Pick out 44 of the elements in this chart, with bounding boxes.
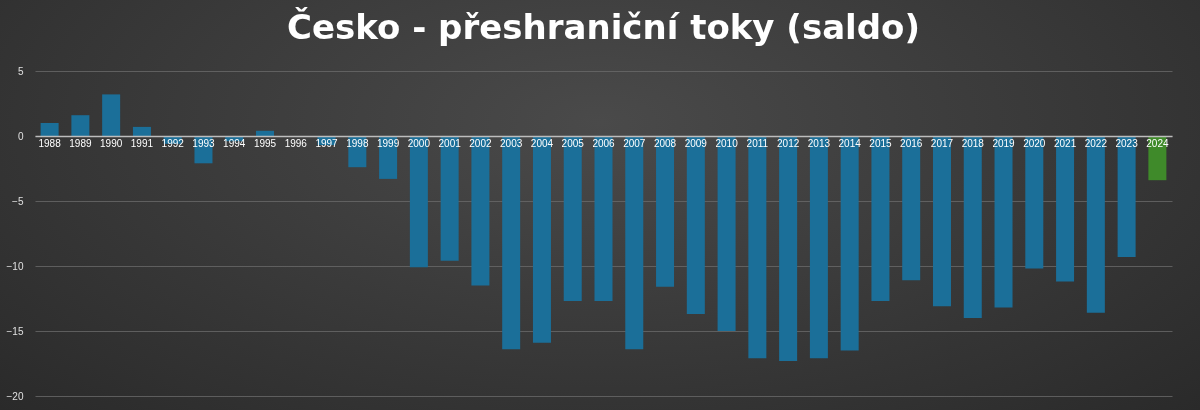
- x-tick-label: 2020: [1023, 137, 1046, 149]
- x-tick-label: 2004: [530, 137, 554, 149]
- x-tick-label: 2002: [469, 137, 492, 149]
- chart-title: Česko - přeshraniční toky (saldo): [287, 7, 920, 47]
- y-tick-label: −20: [6, 390, 24, 402]
- x-tick-label: 1991: [130, 137, 154, 149]
- x-tick-label: 1996: [284, 137, 308, 149]
- x-tick-label: 1988: [38, 137, 62, 149]
- x-tick-label: 2014: [838, 137, 862, 149]
- x-tick-label: 2019: [992, 137, 1016, 149]
- x-tick-label: 1998: [346, 137, 369, 149]
- x-tick-label: 2009: [684, 137, 708, 149]
- x-tick-label: 2005: [561, 137, 585, 149]
- x-tick-label: 2007: [623, 137, 646, 149]
- x-tick-label: 2006: [592, 137, 616, 149]
- x-tick-label: 2010: [715, 137, 739, 149]
- y-tick-label: 0: [17, 130, 24, 142]
- x-tick-label: 2022: [1084, 137, 1108, 149]
- y-tick-label: −15: [6, 325, 24, 337]
- x-tick-label: 1992: [161, 137, 185, 149]
- x-tick-label: 2008: [653, 137, 677, 149]
- x-tick-label: 2003: [500, 137, 523, 149]
- x-tick-label: 2015: [869, 137, 892, 149]
- y-tick-label: 5: [17, 65, 24, 77]
- x-tick-label: 1989: [69, 137, 92, 149]
- x-tick-label: 1999: [376, 137, 400, 149]
- x-tick-label: 2016: [900, 137, 923, 149]
- x-tick-label: 2023: [1115, 137, 1139, 149]
- y-tick-label: −5: [12, 195, 24, 207]
- y-tick-label: −10: [6, 260, 24, 272]
- x-tick-label: 2017: [930, 137, 954, 149]
- x-tick-label: 1990: [100, 137, 123, 149]
- x-tick-label: 1994: [223, 137, 246, 149]
- x-tick-label: 2018: [961, 137, 985, 149]
- x-tick-label: 2011: [746, 137, 769, 149]
- x-tick-label: 1995: [253, 137, 277, 149]
- x-tick-label: 1993: [192, 137, 216, 149]
- x-tick-label: 2012: [777, 137, 800, 149]
- x-tick-label: 2013: [807, 137, 831, 149]
- x-tick-label: 1997: [315, 137, 339, 149]
- x-tick-label: 2000: [407, 137, 431, 149]
- x-tick-label: 2001: [438, 137, 462, 149]
- x-tick-label: 2021: [1053, 137, 1077, 149]
- x-tick-label: 2024: [1146, 137, 1169, 149]
